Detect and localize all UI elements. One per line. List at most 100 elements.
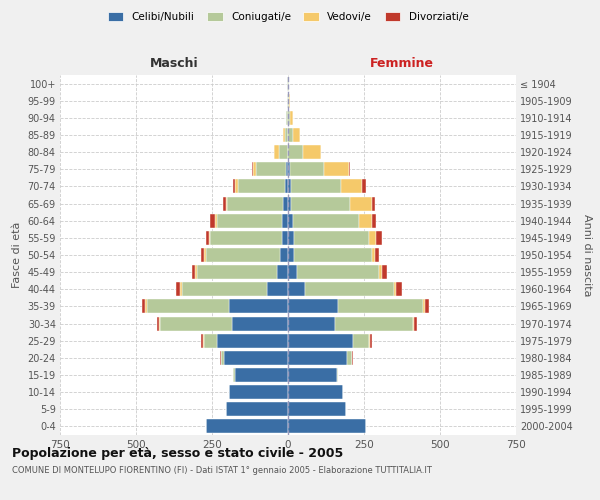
Bar: [288, 300, 338, 314]
Bar: [371, 214, 376, 228]
Bar: [291, 180, 341, 194]
Bar: [371, 248, 374, 262]
Bar: [293, 128, 300, 142]
Legend: Celibi/Nubili, Coniugati/e, Vedovi/e, Divorziati/e: Celibi/Nubili, Coniugati/e, Vedovi/e, Di…: [103, 8, 473, 26]
Bar: [206, 231, 209, 245]
Bar: [288, 162, 290, 176]
Bar: [288, 214, 293, 228]
Bar: [288, 402, 346, 416]
Bar: [288, 282, 305, 296]
Bar: [226, 402, 288, 416]
Bar: [233, 180, 235, 194]
Bar: [238, 180, 285, 194]
Bar: [274, 145, 279, 159]
Bar: [232, 316, 288, 330]
Bar: [305, 282, 394, 296]
Bar: [338, 300, 423, 314]
Bar: [288, 196, 291, 210]
Bar: [256, 162, 286, 176]
Bar: [341, 180, 362, 194]
Text: Popolazione per età, sesso e stato civile - 2005: Popolazione per età, sesso e stato civil…: [12, 448, 343, 460]
Bar: [235, 368, 288, 382]
Bar: [235, 180, 238, 194]
Bar: [197, 265, 277, 279]
Bar: [376, 231, 382, 245]
Bar: [286, 162, 288, 176]
Bar: [394, 282, 396, 296]
Bar: [233, 368, 235, 382]
Bar: [229, 385, 288, 399]
Bar: [217, 334, 288, 347]
Bar: [277, 265, 288, 279]
Bar: [325, 162, 349, 176]
Bar: [211, 214, 215, 228]
Bar: [180, 282, 182, 296]
Bar: [370, 334, 371, 347]
Bar: [413, 316, 414, 330]
Bar: [288, 334, 353, 347]
Bar: [287, 76, 288, 90]
Bar: [288, 76, 289, 90]
Bar: [226, 196, 227, 210]
Bar: [352, 351, 353, 365]
Bar: [283, 128, 285, 142]
Bar: [368, 334, 370, 347]
Bar: [280, 248, 288, 262]
Bar: [195, 265, 197, 279]
Bar: [288, 316, 335, 330]
Bar: [215, 214, 217, 228]
Bar: [142, 300, 145, 314]
Bar: [217, 214, 282, 228]
Bar: [288, 420, 365, 434]
Bar: [160, 316, 232, 330]
Text: COMUNE DI MONTELUPO FIORENTINO (FI) - Dati ISTAT 1° gennaio 2005 - Elaborazione : COMUNE DI MONTELUPO FIORENTINO (FI) - Da…: [12, 466, 432, 475]
Bar: [221, 351, 224, 365]
Bar: [176, 282, 180, 296]
Bar: [371, 196, 374, 210]
Bar: [362, 180, 365, 194]
Bar: [293, 214, 359, 228]
Bar: [294, 248, 371, 262]
Bar: [279, 145, 288, 159]
Bar: [205, 334, 217, 347]
Bar: [291, 196, 350, 210]
Bar: [289, 94, 290, 108]
Bar: [379, 265, 382, 279]
Bar: [282, 231, 288, 245]
Bar: [209, 231, 211, 245]
Bar: [285, 180, 288, 194]
Bar: [159, 316, 160, 330]
Bar: [224, 351, 288, 365]
Bar: [288, 128, 293, 142]
Bar: [202, 334, 203, 347]
Bar: [285, 128, 288, 142]
Y-axis label: Anni di nascita: Anni di nascita: [583, 214, 592, 296]
Y-axis label: Fasce di età: Fasce di età: [12, 222, 22, 288]
Bar: [396, 282, 402, 296]
Bar: [290, 162, 325, 176]
Bar: [282, 214, 288, 228]
Bar: [347, 351, 352, 365]
Bar: [288, 231, 294, 245]
Bar: [206, 248, 280, 262]
Bar: [290, 111, 293, 125]
Bar: [227, 196, 283, 210]
Bar: [288, 248, 294, 262]
Bar: [294, 231, 368, 245]
Bar: [223, 196, 226, 210]
Text: Maschi: Maschi: [149, 57, 199, 70]
Bar: [359, 214, 371, 228]
Bar: [423, 300, 425, 314]
Bar: [253, 162, 256, 176]
Bar: [288, 385, 343, 399]
Bar: [350, 196, 371, 210]
Bar: [205, 248, 206, 262]
Bar: [414, 316, 417, 330]
Bar: [353, 334, 368, 347]
Bar: [349, 162, 350, 176]
Bar: [288, 351, 347, 365]
Bar: [337, 368, 338, 382]
Bar: [202, 248, 205, 262]
Bar: [288, 265, 297, 279]
Text: Femmine: Femmine: [370, 57, 434, 70]
